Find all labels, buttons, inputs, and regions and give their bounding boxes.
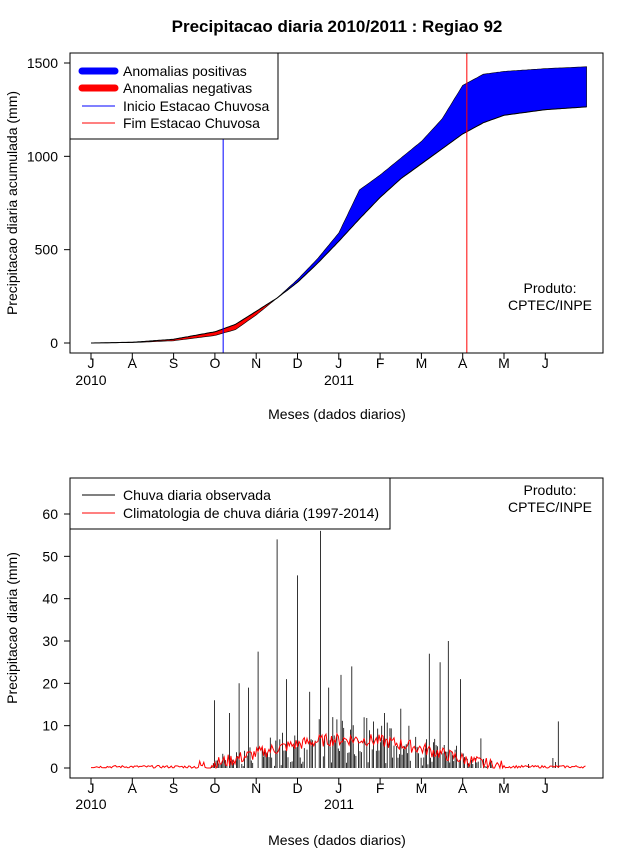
y2-tick-label-5: 50 xyxy=(42,548,58,564)
y2-tick-label-2: 20 xyxy=(42,675,58,691)
y-axis-title-2: Precipitacao diaria (mm) xyxy=(4,552,20,704)
y-tick-label-3: 1500 xyxy=(27,55,58,71)
legend-label-observed: Chuva diaria observada xyxy=(123,487,271,503)
x2-tick-label-10: M xyxy=(498,780,510,796)
y2-tick-label-6: 60 xyxy=(42,506,58,522)
product-label: Produto: xyxy=(524,280,577,296)
x2-tick-label-7: F xyxy=(376,780,385,796)
year-label-2010: 2010 xyxy=(75,372,106,388)
x-tick-label-11: J xyxy=(542,355,549,371)
year-label-2010-b: 2010 xyxy=(75,796,106,812)
legend-box xyxy=(69,52,279,140)
legend-label-climatology: Climatologia de chuva diária (1997-2014) xyxy=(123,505,379,521)
legend-label-negative: Anomalias negativas xyxy=(123,80,252,96)
daily-bars xyxy=(211,530,559,768)
x-tick-label-9: A xyxy=(458,355,468,371)
x-tick-label-6: J xyxy=(335,355,342,371)
x-tick-label-2: S xyxy=(169,355,178,371)
y2-tick-label-4: 40 xyxy=(42,591,58,607)
x-axis-title: Meses (dados diarios) xyxy=(268,406,406,422)
x2-tick-label-6: J xyxy=(335,780,342,796)
plot-frame xyxy=(69,52,604,354)
y-tick-label-0: 0 xyxy=(50,335,58,351)
anomaly-areas xyxy=(91,66,587,344)
x-tick-label-8: M xyxy=(416,355,428,371)
x-axis-title-2: Meses (dados diarios) xyxy=(268,832,406,848)
x2-tick-label-11: J xyxy=(542,780,549,796)
x-tick-label-5: D xyxy=(292,355,302,371)
x2-tick-label-3: O xyxy=(209,780,220,796)
y-tick-label-2: 1000 xyxy=(27,148,58,164)
year-label-2011-b: 2011 xyxy=(324,796,354,812)
y-axis-2: 0 10 20 30 40 50 60 xyxy=(42,506,70,776)
product-label-2: Produto: xyxy=(524,482,577,498)
negative-anomaly-area-1 xyxy=(93,295,280,344)
positive-anomaly-area-2 xyxy=(278,66,587,298)
legend-box-2 xyxy=(69,477,391,530)
climatology-cumulative-line xyxy=(91,106,587,344)
y2-tick-label-3: 30 xyxy=(42,633,58,649)
year-label-2011: 2011 xyxy=(324,372,354,388)
x2-tick-label-4: N xyxy=(251,780,261,796)
chart-title: Precipitacao diaria 2010/2011 : Regiao 9… xyxy=(172,17,503,36)
x2-tick-label-9: A xyxy=(458,780,468,796)
x-tick-label-0: J xyxy=(88,355,95,371)
x-tick-label-4: N xyxy=(251,355,261,371)
legend-label-positive: Anomalias positivas xyxy=(123,63,247,79)
legend-2: Chuva diaria observada Climatologia de c… xyxy=(69,477,391,530)
legend-label-start: Inicio Estacao Chuvosa xyxy=(123,98,270,114)
y2-tick-label-1: 10 xyxy=(42,718,58,734)
y-axis: 0 500 1000 1500 xyxy=(27,55,70,351)
x2-tick-label-8: M xyxy=(416,780,428,796)
climatology-line xyxy=(91,732,586,770)
product-source-2: CPTEC/INPE xyxy=(508,499,592,515)
product-source: CPTEC/INPE xyxy=(508,297,592,313)
legend: Anomalias positivas Anomalias negativas … xyxy=(69,52,279,140)
x2-tick-label-5: D xyxy=(292,780,302,796)
y-tick-label-1: 500 xyxy=(35,242,59,258)
x-tick-label-10: M xyxy=(498,355,510,371)
y-axis-title: Precipitacao diaria acumulada (mm) xyxy=(4,91,20,315)
x-tick-label-1: A xyxy=(128,355,138,371)
x2-tick-label-2: S xyxy=(169,780,178,796)
y2-tick-label-0: 0 xyxy=(50,760,58,776)
x-tick-label-3: O xyxy=(209,355,220,371)
x2-tick-label-1: A xyxy=(128,780,138,796)
legend-label-end: Fim Estacao Chuvosa xyxy=(123,115,260,131)
x2-tick-label-0: J xyxy=(88,780,95,796)
panel-cumulative: Precipitacao diaria 2010/2011 : Regiao 9… xyxy=(4,17,604,422)
panel-daily: 0 10 20 30 40 50 60 J A S O N D J F M A M J 2010 2011 Mes… xyxy=(4,477,604,848)
x-tick-label-7: F xyxy=(376,355,385,371)
